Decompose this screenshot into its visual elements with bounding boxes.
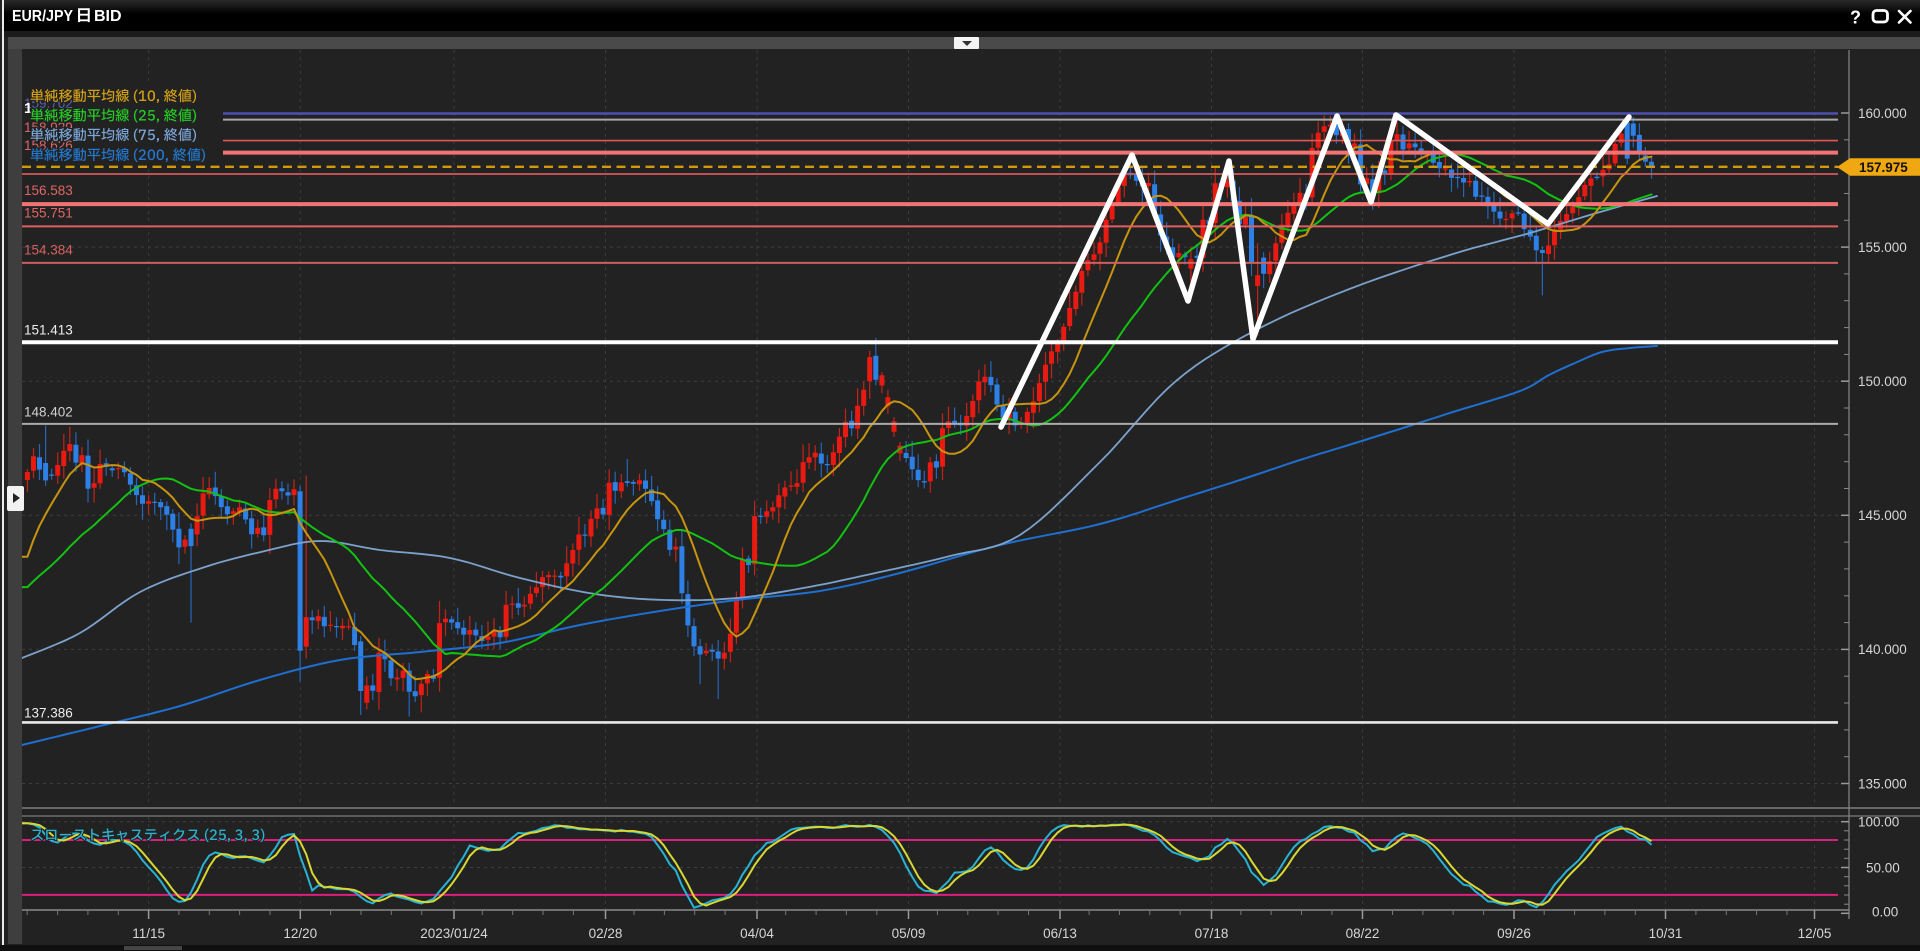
svg-text:EUR/JPY: EUR/JPY xyxy=(12,8,73,25)
svg-text:160.000: 160.000 xyxy=(1858,106,1907,121)
svg-text:02/28: 02/28 xyxy=(589,926,623,941)
svg-text:2023/01/24: 2023/01/24 xyxy=(420,926,488,941)
svg-text:08/22: 08/22 xyxy=(1346,926,1380,941)
svg-text:09/26: 09/26 xyxy=(1497,926,1531,941)
svg-text:145.000: 145.000 xyxy=(1858,508,1907,523)
svg-text:11/15: 11/15 xyxy=(132,926,165,941)
svg-text:150.000: 150.000 xyxy=(1858,374,1907,389)
svg-text:BID: BID xyxy=(94,8,122,25)
svg-text:07/18: 07/18 xyxy=(1195,926,1229,941)
svg-text:0.00: 0.00 xyxy=(1872,904,1898,919)
svg-text:12/20: 12/20 xyxy=(283,926,317,941)
svg-text:155.000: 155.000 xyxy=(1858,240,1907,255)
svg-text:135.000: 135.000 xyxy=(1858,776,1907,791)
svg-text:04/04: 04/04 xyxy=(740,926,774,941)
svg-text:151.413: 151.413 xyxy=(24,323,73,338)
svg-text:100.00: 100.00 xyxy=(1858,815,1899,830)
svg-text:157.975: 157.975 xyxy=(1859,160,1908,175)
svg-text:?: ? xyxy=(1850,8,1861,28)
svg-text:50.00: 50.00 xyxy=(1866,860,1900,875)
svg-text:12/05: 12/05 xyxy=(1798,926,1832,941)
svg-text:140.000: 140.000 xyxy=(1858,642,1907,657)
svg-text:154.384: 154.384 xyxy=(24,243,73,258)
svg-text:06/13: 06/13 xyxy=(1043,926,1077,941)
svg-text:10/31: 10/31 xyxy=(1649,926,1683,941)
svg-text:1: 1 xyxy=(24,100,32,117)
svg-text:148.402: 148.402 xyxy=(24,405,73,420)
svg-text:137.386: 137.386 xyxy=(24,706,73,721)
svg-text:05/09: 05/09 xyxy=(892,926,926,941)
svg-text:155.751: 155.751 xyxy=(24,206,73,221)
svg-text:156.583: 156.583 xyxy=(24,183,73,198)
